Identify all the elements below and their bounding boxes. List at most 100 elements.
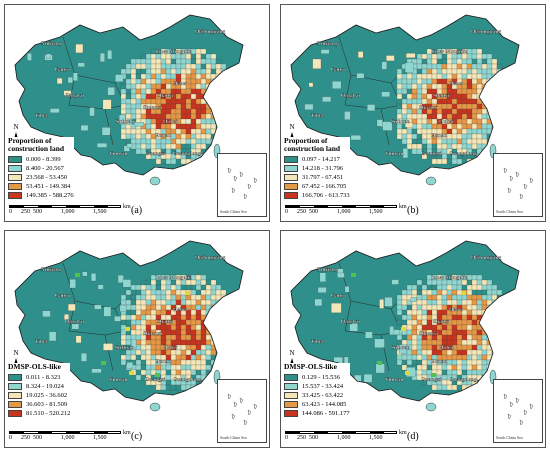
island-shape xyxy=(233,175,238,182)
county-cell xyxy=(416,63,423,70)
county-cell xyxy=(107,87,115,96)
county-cell xyxy=(140,354,147,361)
county-cell xyxy=(190,294,197,301)
county-cell xyxy=(200,364,207,371)
county-cell xyxy=(200,334,207,341)
county-cell xyxy=(441,108,448,115)
scale-bar-graphic xyxy=(9,431,121,434)
county-cell xyxy=(140,359,147,366)
scale-tick: 1,000 xyxy=(337,435,351,441)
place-label: Sichuan xyxy=(115,345,134,351)
county-cell xyxy=(332,81,342,89)
county-cell xyxy=(120,354,127,361)
county-cell xyxy=(135,339,142,346)
county-cell xyxy=(441,103,448,110)
county-cell xyxy=(145,284,152,291)
county-cell xyxy=(322,96,332,102)
county-cell xyxy=(180,58,187,65)
county-cell xyxy=(195,289,202,296)
island-shape xyxy=(507,413,512,420)
county-cell xyxy=(441,58,448,65)
county-cell xyxy=(185,334,192,341)
county-cell xyxy=(170,158,177,165)
county-cell xyxy=(195,284,202,291)
county-cell xyxy=(401,73,408,80)
county-cell xyxy=(195,294,202,301)
county-cell xyxy=(486,68,493,75)
county-cell xyxy=(416,349,423,356)
county-cell xyxy=(175,289,182,296)
county-cell xyxy=(476,369,483,376)
county-cell xyxy=(476,73,483,80)
county-cell xyxy=(220,359,227,366)
county-cell xyxy=(140,73,147,80)
county-cell xyxy=(481,128,488,135)
county-cell xyxy=(195,299,202,306)
county-cell xyxy=(235,88,242,95)
county-cell xyxy=(190,68,197,75)
county-cell xyxy=(230,324,237,331)
county-cell xyxy=(210,309,217,316)
county-cell xyxy=(195,113,202,120)
county-cell xyxy=(140,113,147,120)
county-cell xyxy=(145,359,152,366)
county-cell xyxy=(511,344,518,351)
county-cell xyxy=(396,314,403,321)
county-cell xyxy=(511,103,518,110)
county-cell xyxy=(215,314,222,321)
county-cell xyxy=(476,58,483,65)
county-cell xyxy=(406,103,413,110)
county-cell xyxy=(180,339,187,346)
county-cell xyxy=(471,93,478,100)
county-cell xyxy=(107,50,113,60)
county-cell xyxy=(421,128,428,135)
county-cell xyxy=(77,62,85,67)
county-cell xyxy=(461,309,468,316)
county-cell xyxy=(411,334,418,341)
county-cell xyxy=(466,73,473,80)
county-cell xyxy=(416,304,423,311)
county-cell xyxy=(185,123,192,130)
county-cell xyxy=(220,78,227,85)
county-cell xyxy=(140,364,147,371)
county-cell xyxy=(155,339,162,346)
place-label: Hebei xyxy=(173,81,187,87)
county-cell xyxy=(426,138,433,145)
county-cell xyxy=(496,108,503,115)
legend-label: 23.568 - 53.450 xyxy=(26,174,68,181)
county-cell xyxy=(456,73,463,80)
county-cell xyxy=(235,344,242,351)
county-cell xyxy=(411,359,418,366)
scale-bar: 0 250 500 1,000 1,500 km xyxy=(9,204,131,219)
county-cell xyxy=(486,289,493,296)
county-cell xyxy=(496,359,503,366)
county-cell xyxy=(160,294,167,301)
county-cell xyxy=(135,78,142,85)
county-cell xyxy=(230,344,237,351)
legend-swatch xyxy=(284,410,298,417)
scale-tick: 1,500 xyxy=(93,435,107,441)
county-cell xyxy=(135,284,142,291)
county-cell xyxy=(411,83,418,90)
county-cell xyxy=(496,98,503,105)
county-cell xyxy=(446,384,453,391)
county-cell xyxy=(374,338,385,348)
county-cell xyxy=(170,284,177,291)
county-cell xyxy=(150,324,157,331)
county-cell xyxy=(466,299,473,306)
county-cell xyxy=(506,349,513,356)
county-cell xyxy=(225,314,232,321)
county-cell xyxy=(140,53,147,60)
scale-bar-graphic xyxy=(285,205,397,208)
county-cell xyxy=(506,98,513,105)
place-label: Yunnan xyxy=(385,377,403,383)
county-cell xyxy=(120,103,127,110)
county-cell xyxy=(175,284,182,291)
county-cell xyxy=(431,289,438,296)
county-cell xyxy=(230,103,237,110)
county-cell xyxy=(451,314,458,321)
island-shape xyxy=(231,187,236,194)
county-cell xyxy=(120,319,127,326)
county-cell xyxy=(496,349,503,356)
county-cell xyxy=(396,83,403,90)
